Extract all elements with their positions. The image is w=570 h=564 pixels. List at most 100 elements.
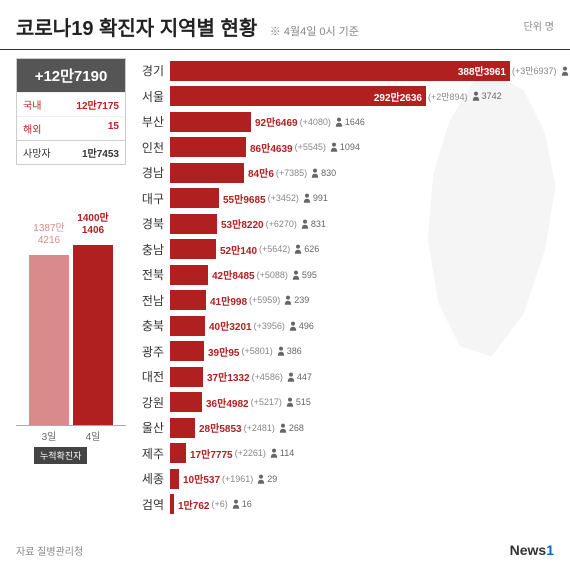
header: 코로나19 확진자 지역별 현황 ※ 4월4일 0시 기준 단위 명	[0, 0, 570, 50]
region-bar	[170, 290, 206, 310]
cumulative-bar-day2: 1400만 1406	[73, 245, 113, 425]
region-bar	[170, 112, 251, 132]
region-name: 경기	[138, 62, 170, 79]
region-change: (+1961)	[222, 474, 253, 484]
region-value: 10만537	[183, 471, 220, 486]
region-value: 42만8485	[212, 267, 255, 282]
region-name: 울산	[138, 419, 170, 436]
subtitle: ※ 4월4일 0시 기준	[270, 26, 359, 38]
region-bar-wrap: 39만95(+5801)386	[170, 341, 570, 361]
region-change: (+4080)	[300, 117, 331, 127]
axis-label-day2: 4일	[73, 428, 113, 443]
region-deaths: 4588	[561, 66, 570, 76]
region-name: 대전	[138, 368, 170, 385]
region-bar-wrap: 92만6469(+4080)1646	[170, 112, 570, 132]
region-bar-wrap: 36만4982(+5217)515	[170, 392, 570, 412]
region-row: 전북42만8485(+5088)595	[138, 262, 570, 288]
region-name: 서울	[138, 88, 170, 105]
region-bar-wrap: 55만9685(+3452)991	[170, 188, 570, 208]
region-change: (+6270)	[266, 219, 297, 229]
region-row: 제주17만7775(+2261)114	[138, 441, 570, 467]
overseas-row: 해외 15	[17, 116, 125, 140]
footer: 자료 질병관리청 News1	[16, 542, 554, 558]
region-bar	[170, 494, 174, 514]
domestic-value: 12만7175	[76, 97, 119, 112]
region-value: 55만9685	[223, 191, 266, 206]
deaths-label: 사망자	[23, 145, 51, 160]
region-name: 광주	[138, 343, 170, 360]
right-column: 경기388만3961(+3만6937)4588서울292만2636(+2만894…	[126, 58, 570, 517]
region-deaths: 29	[257, 474, 277, 484]
summary-box: +12만7190 국내 12만7175 해외 15 사망자 1만7453	[16, 58, 126, 165]
region-bar-wrap: 42만8485(+5088)595	[170, 265, 570, 285]
region-bar	[170, 367, 203, 387]
region-row: 전남41만998(+5959)239	[138, 288, 570, 314]
region-bar-wrap: 28만5853(+2481) 268	[170, 418, 570, 438]
region-name: 전북	[138, 266, 170, 283]
news1-logo: News1	[510, 542, 554, 558]
region-value: 86만4639	[250, 140, 293, 155]
region-bar	[170, 137, 246, 157]
region-change: (+2261)	[235, 448, 266, 458]
region-value: 36만4982	[206, 395, 249, 410]
region-row: 충남52만140(+5642)626	[138, 237, 570, 263]
region-change: (+2481)	[244, 423, 275, 433]
region-name: 검역	[138, 496, 170, 513]
region-bar-wrap: 41만998(+5959)239	[170, 290, 570, 310]
region-bar-wrap: 53만8220(+6270)831	[170, 214, 570, 234]
region-change: (+3452)	[268, 193, 299, 203]
region-name: 충북	[138, 317, 170, 334]
region-deaths: 268	[279, 423, 304, 433]
region-bar-wrap: 40만3201(+3956)496	[170, 316, 570, 336]
cumulative-chart: 1387만 4216 1400만 1406	[16, 225, 126, 425]
axis-label-day1: 3일	[29, 428, 69, 443]
region-change: (+5801)	[241, 346, 272, 356]
region-value: 28만5853	[199, 420, 242, 435]
region-change: (+5642)	[259, 244, 290, 254]
region-deaths: 830	[311, 168, 336, 178]
region-bar	[170, 469, 179, 489]
region-bar	[170, 341, 204, 361]
region-row: 경남 84만6(+7385) 830	[138, 160, 570, 186]
title: 코로나19 확진자 지역별 현황	[16, 18, 257, 40]
region-bar-wrap: 1만762(+6)16	[170, 494, 570, 514]
cumulative-axis: 3일 4일	[16, 425, 126, 443]
overseas-value: 15	[108, 121, 119, 136]
deaths-value: 1만7453	[82, 145, 119, 160]
region-bar	[170, 443, 186, 463]
region-change: (+5217)	[251, 397, 282, 407]
region-bar-wrap: 17만7775(+2261)114	[170, 443, 570, 463]
region-value: 17만7775	[190, 446, 233, 461]
region-deaths: 1094	[330, 142, 360, 152]
region-deaths: 496	[289, 321, 314, 331]
region-bar: 292만2636	[170, 86, 426, 106]
region-change: (+5545)	[295, 142, 326, 152]
region-bar	[170, 418, 195, 438]
region-bar-wrap: 292만2636(+2만894)3742	[170, 86, 570, 106]
region-name: 경북	[138, 215, 170, 232]
source-label: 자료 질병관리청	[16, 543, 83, 558]
region-change: (+3956)	[254, 321, 285, 331]
region-deaths: 239	[284, 295, 309, 305]
domestic-label: 국내	[23, 97, 41, 112]
region-change: (+7385)	[276, 168, 307, 178]
region-row: 인천 86만4639(+5545) 1094	[138, 135, 570, 161]
region-name: 인천	[138, 139, 170, 156]
body: +12만7190 국내 12만7175 해외 15 사망자 1만7453 13	[0, 50, 570, 517]
region-value: 92만6469	[255, 114, 298, 129]
region-row: 충북40만3201(+3956)496	[138, 313, 570, 339]
region-name: 부산	[138, 113, 170, 130]
unit-label: 단위 명	[524, 18, 554, 33]
region-value: 41만998	[210, 293, 247, 308]
region-list: 경기388만3961(+3만6937)4588서울292만2636(+2만894…	[138, 58, 570, 517]
region-row: 경북53만8220(+6270)831	[138, 211, 570, 237]
region-bar	[170, 392, 202, 412]
region-bar-wrap: 37만1332(+4586)447	[170, 367, 570, 387]
region-bar-wrap: 10만537(+1961) 29	[170, 469, 570, 489]
region-name: 경남	[138, 164, 170, 181]
region-name: 대구	[138, 190, 170, 207]
region-deaths: 16	[232, 499, 252, 509]
region-value: 84만6	[248, 165, 274, 180]
region-deaths: 595	[292, 270, 317, 280]
region-row: 검역1만762(+6)16	[138, 492, 570, 518]
